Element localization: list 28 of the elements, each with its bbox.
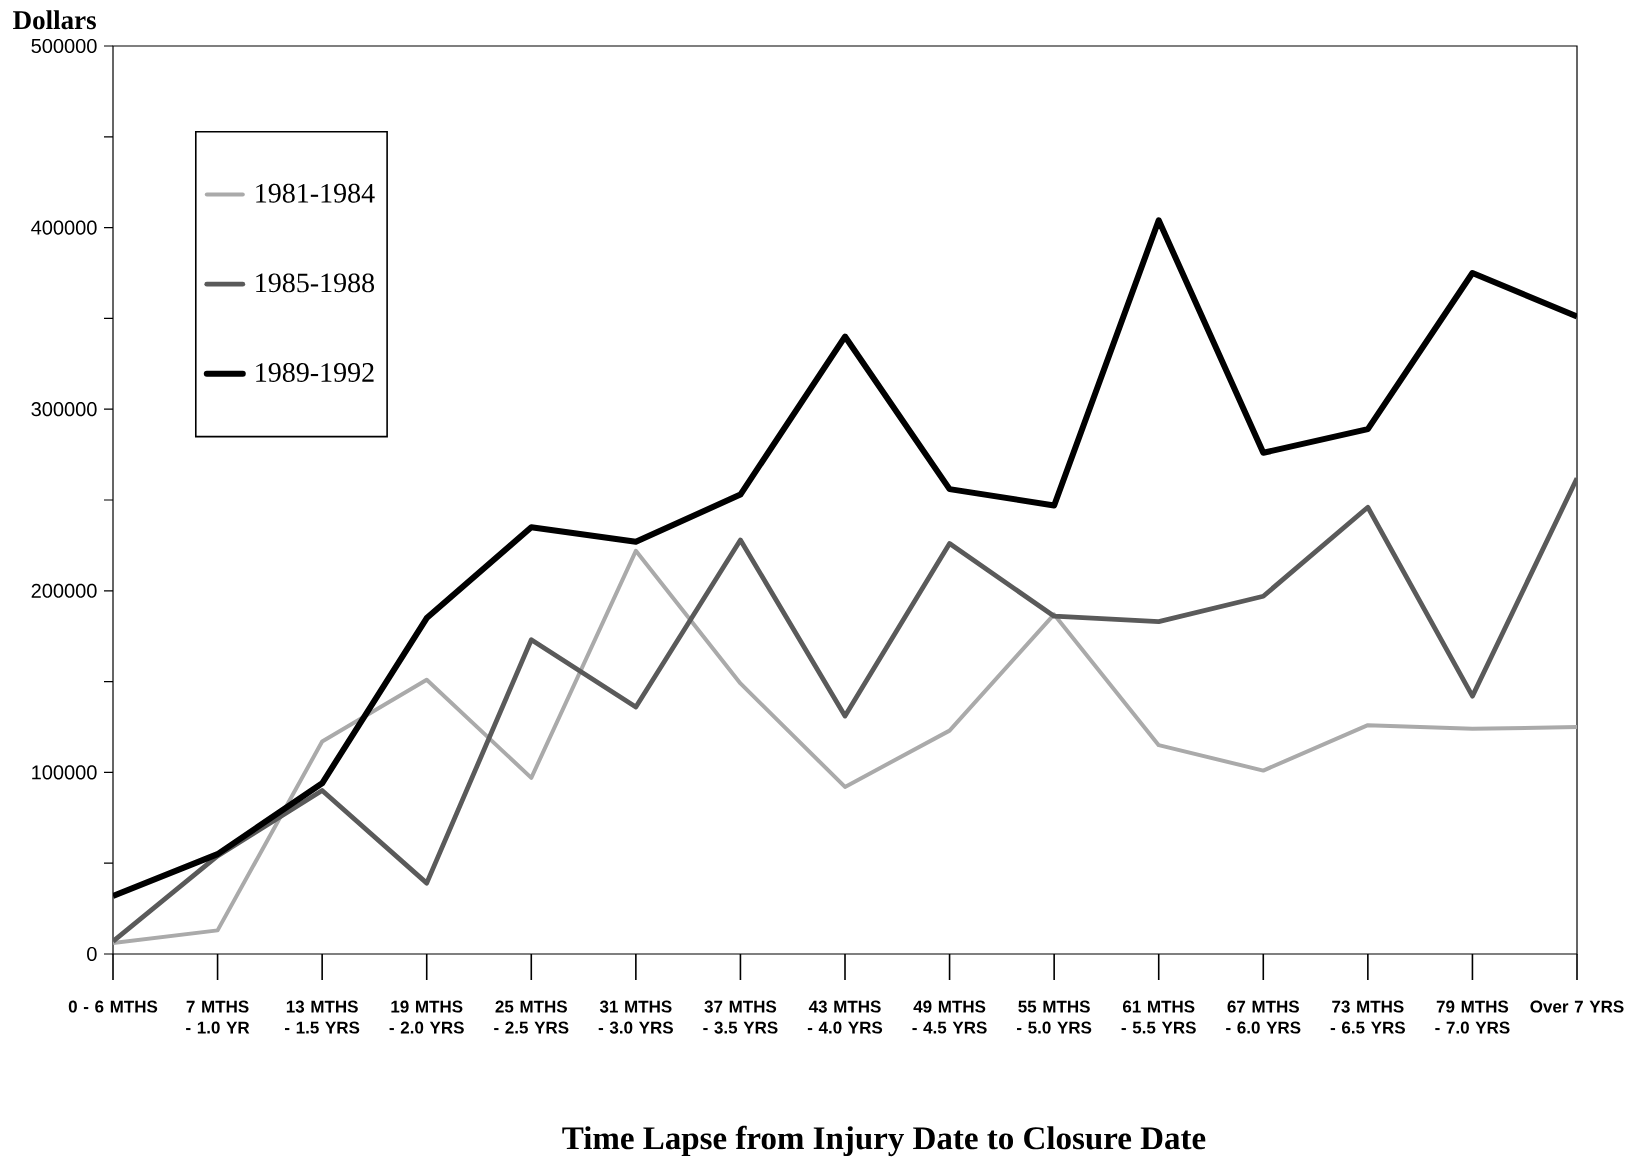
line-series bbox=[113, 475, 1577, 944]
x-tick-label: 31 MTHS - 3.0 YRS bbox=[598, 1000, 673, 1034]
y-tick-label: 100000 bbox=[32, 765, 97, 780]
x-tick-label: 25 MTHS - 2.5 YRS bbox=[494, 1000, 569, 1034]
x-tick-label: 67 MTHS - 6.0 YRS bbox=[1226, 1000, 1301, 1034]
legend-label: 1989-1992 bbox=[256, 363, 374, 382]
x-tick-label: 0 - 6 MTHS bbox=[68, 1000, 158, 1013]
legend-label: 1981-1984 bbox=[256, 183, 375, 203]
x-tick-label: 55 MTHS - 5.0 YRS bbox=[1017, 1000, 1092, 1034]
x-tick-label: 7 MTHS - 1.0 YR bbox=[186, 1000, 250, 1034]
y-tick-label: 400000 bbox=[31, 220, 97, 235]
x-tick-label: 13 MTHS - 1.5 YRS bbox=[285, 1000, 360, 1034]
y-tick-label: 200000 bbox=[31, 583, 97, 598]
legend-label: 1985-1988 bbox=[256, 273, 375, 293]
y-axis-title: Dollars bbox=[13, 10, 96, 30]
x-tick-label: 19 MTHS - 2.0 YRS bbox=[389, 1000, 464, 1034]
x-axis-title: Time Lapse from Injury Date to Closure Date bbox=[562, 1125, 1206, 1157]
x-tick-label: 73 MTHS - 6.5 YRS bbox=[1330, 1000, 1405, 1034]
y-tick-label: 500000 bbox=[31, 38, 97, 54]
x-tick-label: 37 MTHS - 3.5 YRS bbox=[703, 1000, 778, 1034]
x-tick-label: 49 MTHS - 4.5 YRS bbox=[912, 1000, 987, 1034]
x-tick-label: 43 MTHS - 4.0 YRS bbox=[807, 1000, 883, 1034]
x-tick-label: 79 MTHS - 7.0 YRS bbox=[1435, 1000, 1510, 1034]
line-series bbox=[113, 548, 1577, 946]
y-tick-label: 300000 bbox=[31, 402, 97, 417]
x-tick-label: 61 MTHS - 5.5 YRS bbox=[1121, 1000, 1196, 1034]
x-tick-label: Over 7 YRS bbox=[1530, 1000, 1624, 1013]
y-tick-label: 0 bbox=[87, 946, 97, 962]
